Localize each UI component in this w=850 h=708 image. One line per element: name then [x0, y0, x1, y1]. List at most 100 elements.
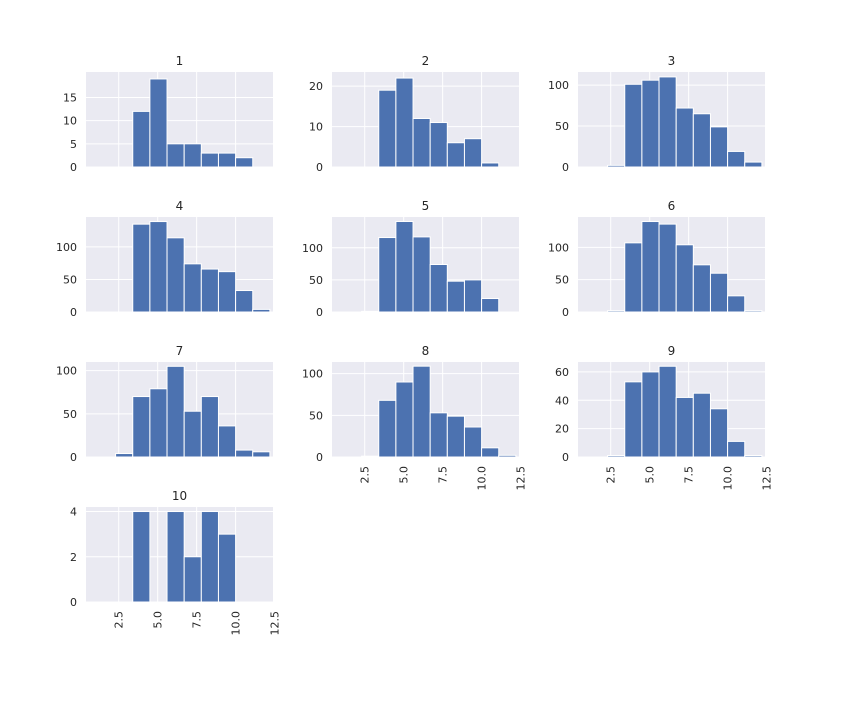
panel-9: 9 0 20 40 60 2.5 5.0 7.5 10.0 12.5	[555, 344, 774, 491]
histogram-bar	[252, 308, 271, 313]
panel-title: 9	[668, 344, 676, 358]
histogram-bar	[235, 157, 254, 168]
histogram-bar	[217, 152, 237, 168]
histogram-bar	[641, 371, 660, 458]
panel-title: 4	[176, 199, 184, 213]
histogram-bar	[217, 533, 237, 603]
y-tick-label: 0	[562, 451, 569, 464]
y-tick-label: 0	[70, 451, 77, 464]
histogram-bar	[727, 440, 746, 458]
histogram-bar	[675, 107, 694, 168]
x-tick-label: 7.5	[191, 611, 204, 629]
panel-4: 4 0 50 100	[56, 199, 276, 319]
histogram-bar	[412, 365, 431, 458]
y-tick-label: 100	[548, 241, 569, 254]
histogram-bar	[658, 365, 677, 458]
histogram-bar	[727, 150, 746, 168]
histogram-bar	[235, 290, 254, 313]
histogram-bar	[115, 453, 134, 458]
histogram-bar	[183, 143, 202, 168]
panel-title: 8	[422, 344, 430, 358]
histogram-bar	[166, 237, 185, 313]
x-tick-label: 10.0	[476, 466, 489, 491]
x-tick-label: 12.5	[515, 466, 528, 491]
y-tick-label: 0	[562, 306, 569, 319]
histogram-bar	[217, 271, 237, 313]
y-tick-label: 50	[309, 409, 323, 422]
histogram-bar	[429, 264, 448, 313]
y-tick-label: 50	[555, 274, 569, 287]
histogram-bar	[727, 295, 746, 313]
histogram-bar	[412, 117, 431, 168]
histogram-bar	[166, 365, 185, 458]
histogram-bar	[481, 162, 500, 168]
histogram-bar	[183, 556, 202, 603]
panel-title: 1	[176, 54, 184, 68]
histogram-bar	[692, 113, 711, 168]
histogram-bar	[744, 310, 763, 313]
x-tick-label: 5.0	[644, 466, 657, 484]
histogram-bar	[166, 511, 185, 603]
histogram-bar	[709, 272, 729, 313]
y-tick-label: 100	[302, 242, 323, 255]
histogram-bar	[607, 455, 626, 458]
histogram-bar	[149, 388, 168, 458]
histogram-bar	[132, 511, 151, 603]
y-tick-label: 10	[309, 121, 323, 134]
panel-title: 7	[176, 344, 184, 358]
x-tick-label: 2.5	[113, 611, 126, 629]
y-tick-label: 50	[63, 273, 77, 286]
panel-3: 3 0 50 100	[548, 54, 768, 174]
histogram-bar	[481, 298, 500, 313]
histogram-bar	[132, 110, 151, 168]
histogram-bar	[149, 221, 168, 313]
y-tick-label: 100	[302, 368, 323, 381]
x-tick-label: 7.5	[683, 466, 696, 484]
histogram-bar	[395, 381, 414, 458]
x-tick-label: 10.0	[230, 611, 243, 636]
y-tick-label: 2	[70, 551, 77, 564]
y-tick-label: 0	[70, 596, 77, 609]
y-tick-label: 20	[555, 423, 569, 436]
y-tick-label: 20	[309, 80, 323, 93]
panel-8: 8 0 50 100 2.5 5.0 7.5 10.0 12.5	[302, 344, 528, 491]
histogram-bar	[429, 412, 448, 458]
panel-6: 6 0 50 100	[548, 199, 768, 319]
y-tick-label: 4	[70, 506, 77, 519]
y-tick-label: 0	[316, 161, 323, 174]
y-tick-label: 50	[309, 274, 323, 287]
histogram-bar	[624, 242, 643, 313]
histogram-bar	[183, 410, 202, 458]
histogram-bar	[132, 223, 151, 313]
x-tick-label: 2.5	[359, 466, 372, 484]
panel-7: 7 0 50 100	[56, 344, 276, 464]
histogram-bar	[641, 221, 660, 313]
histogram-bar	[361, 310, 380, 313]
histogram-bar	[378, 237, 397, 313]
x-tick-label: 5.0	[398, 466, 411, 484]
histogram-bar	[132, 396, 151, 458]
histogram-bar	[378, 399, 397, 458]
histogram-bar	[658, 76, 677, 168]
histogram-bar	[235, 449, 254, 458]
histogram-bar	[200, 268, 219, 313]
x-tick-label: 10.0	[722, 466, 735, 491]
x-tick-label: 12.5	[761, 466, 774, 491]
histogram-bar	[709, 408, 729, 458]
histogram-bar	[395, 220, 414, 313]
y-tick-label: 0	[316, 451, 323, 464]
y-tick-label: 0	[316, 306, 323, 319]
x-tick-label: 12.5	[269, 611, 282, 636]
histogram-bar	[607, 310, 626, 313]
histogram-bar	[463, 279, 483, 313]
histogram-bar	[361, 455, 380, 458]
panel-title: 6	[668, 199, 676, 213]
histogram-bar	[378, 89, 397, 168]
histogram-bar	[200, 396, 219, 458]
histogram-bar	[641, 79, 660, 168]
x-tick-label: 7.5	[437, 466, 450, 484]
x-tick-label: 5.0	[152, 611, 165, 629]
